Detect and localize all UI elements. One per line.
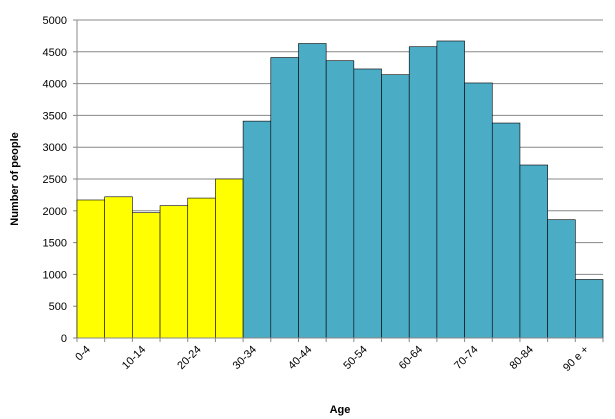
bar (325, 60, 355, 339)
y-tick-label: 500 (49, 301, 67, 313)
y-axis-label: Number of people (9, 132, 21, 226)
y-tick-label: 3000 (43, 142, 67, 154)
bar (547, 219, 576, 339)
y-tick-label: 3500 (43, 110, 67, 122)
bar (215, 178, 244, 339)
bar (408, 46, 438, 339)
x-tick-label: 70-74 (452, 344, 480, 372)
x-tick-label: 30-34 (231, 344, 259, 372)
bar (575, 279, 604, 339)
y-tick-label: 2000 (43, 206, 67, 218)
x-tick-label: 10-14 (120, 344, 148, 372)
y-tick-label: 4000 (43, 79, 67, 91)
x-tick-label: 40-44 (286, 344, 314, 372)
x-tick-label: 60-64 (397, 344, 425, 372)
bar (519, 164, 548, 339)
bar (491, 122, 521, 339)
y-tick-label: 1500 (43, 238, 67, 250)
x-tick-label: 0-4 (73, 344, 93, 364)
y-tick-label: 1000 (43, 269, 67, 281)
bar (381, 74, 410, 339)
bar (436, 40, 465, 339)
x-tick-label: 20-24 (175, 344, 203, 372)
y-tick-label: 5000 (43, 15, 67, 27)
bar (187, 197, 216, 339)
x-tick-label: 90 e + (561, 344, 591, 374)
bar (159, 205, 189, 339)
bar (132, 212, 161, 339)
bar (464, 82, 493, 339)
bar (298, 43, 327, 339)
y-tick-label: 0 (61, 333, 67, 345)
bar (353, 68, 382, 339)
y-tick-label: 2500 (43, 174, 67, 186)
y-tick-label: 4500 (43, 47, 67, 59)
bar (76, 199, 105, 339)
bar (242, 120, 272, 339)
bar (104, 196, 133, 339)
x-axis-label: Age (330, 404, 351, 416)
x-tick-label: 80-84 (508, 344, 536, 372)
x-tick-label: 50-54 (341, 344, 369, 372)
bar (270, 57, 299, 339)
